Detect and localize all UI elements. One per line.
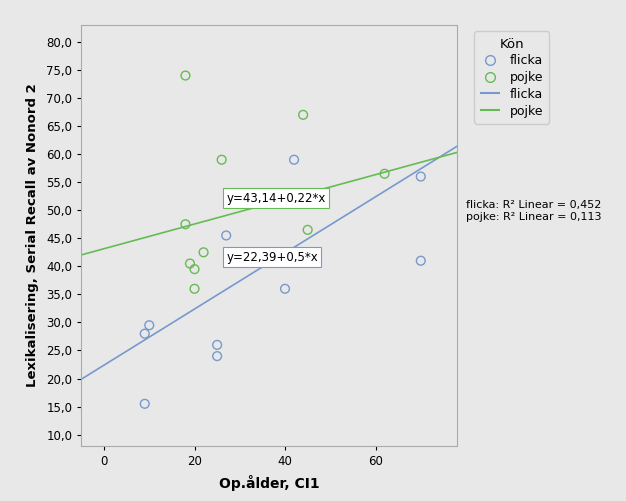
Point <box>180 220 190 228</box>
Point <box>185 260 195 268</box>
Point <box>212 341 222 349</box>
Text: y=22,39+0,5*x: y=22,39+0,5*x <box>226 250 318 264</box>
Point <box>289 156 299 164</box>
Point <box>280 285 290 293</box>
X-axis label: Op.ålder, CI1: Op.ålder, CI1 <box>219 475 319 491</box>
Point <box>190 265 200 273</box>
Point <box>198 248 208 257</box>
Point <box>217 156 227 164</box>
Point <box>140 330 150 338</box>
Point <box>144 321 154 329</box>
Text: flicka: R² Linear = 0,452
pojke: R² Linear = 0,113: flicka: R² Linear = 0,452 pojke: R² Line… <box>466 200 602 222</box>
Text: y=43,14+0,22*x: y=43,14+0,22*x <box>226 192 326 205</box>
Point <box>140 400 150 408</box>
Point <box>190 285 200 293</box>
Point <box>302 226 312 234</box>
Point <box>180 72 190 80</box>
Point <box>379 170 389 178</box>
Point <box>221 231 231 239</box>
Point <box>212 352 222 360</box>
Point <box>416 257 426 265</box>
Y-axis label: Lexikalisering, Serial Recall av Nonord 2: Lexikalisering, Serial Recall av Nonord … <box>26 84 39 387</box>
Legend: flicka, pojke, flicka, pojke: flicka, pojke, flicka, pojke <box>475 31 549 124</box>
Point <box>267 248 277 257</box>
Point <box>298 111 308 119</box>
Point <box>416 172 426 180</box>
